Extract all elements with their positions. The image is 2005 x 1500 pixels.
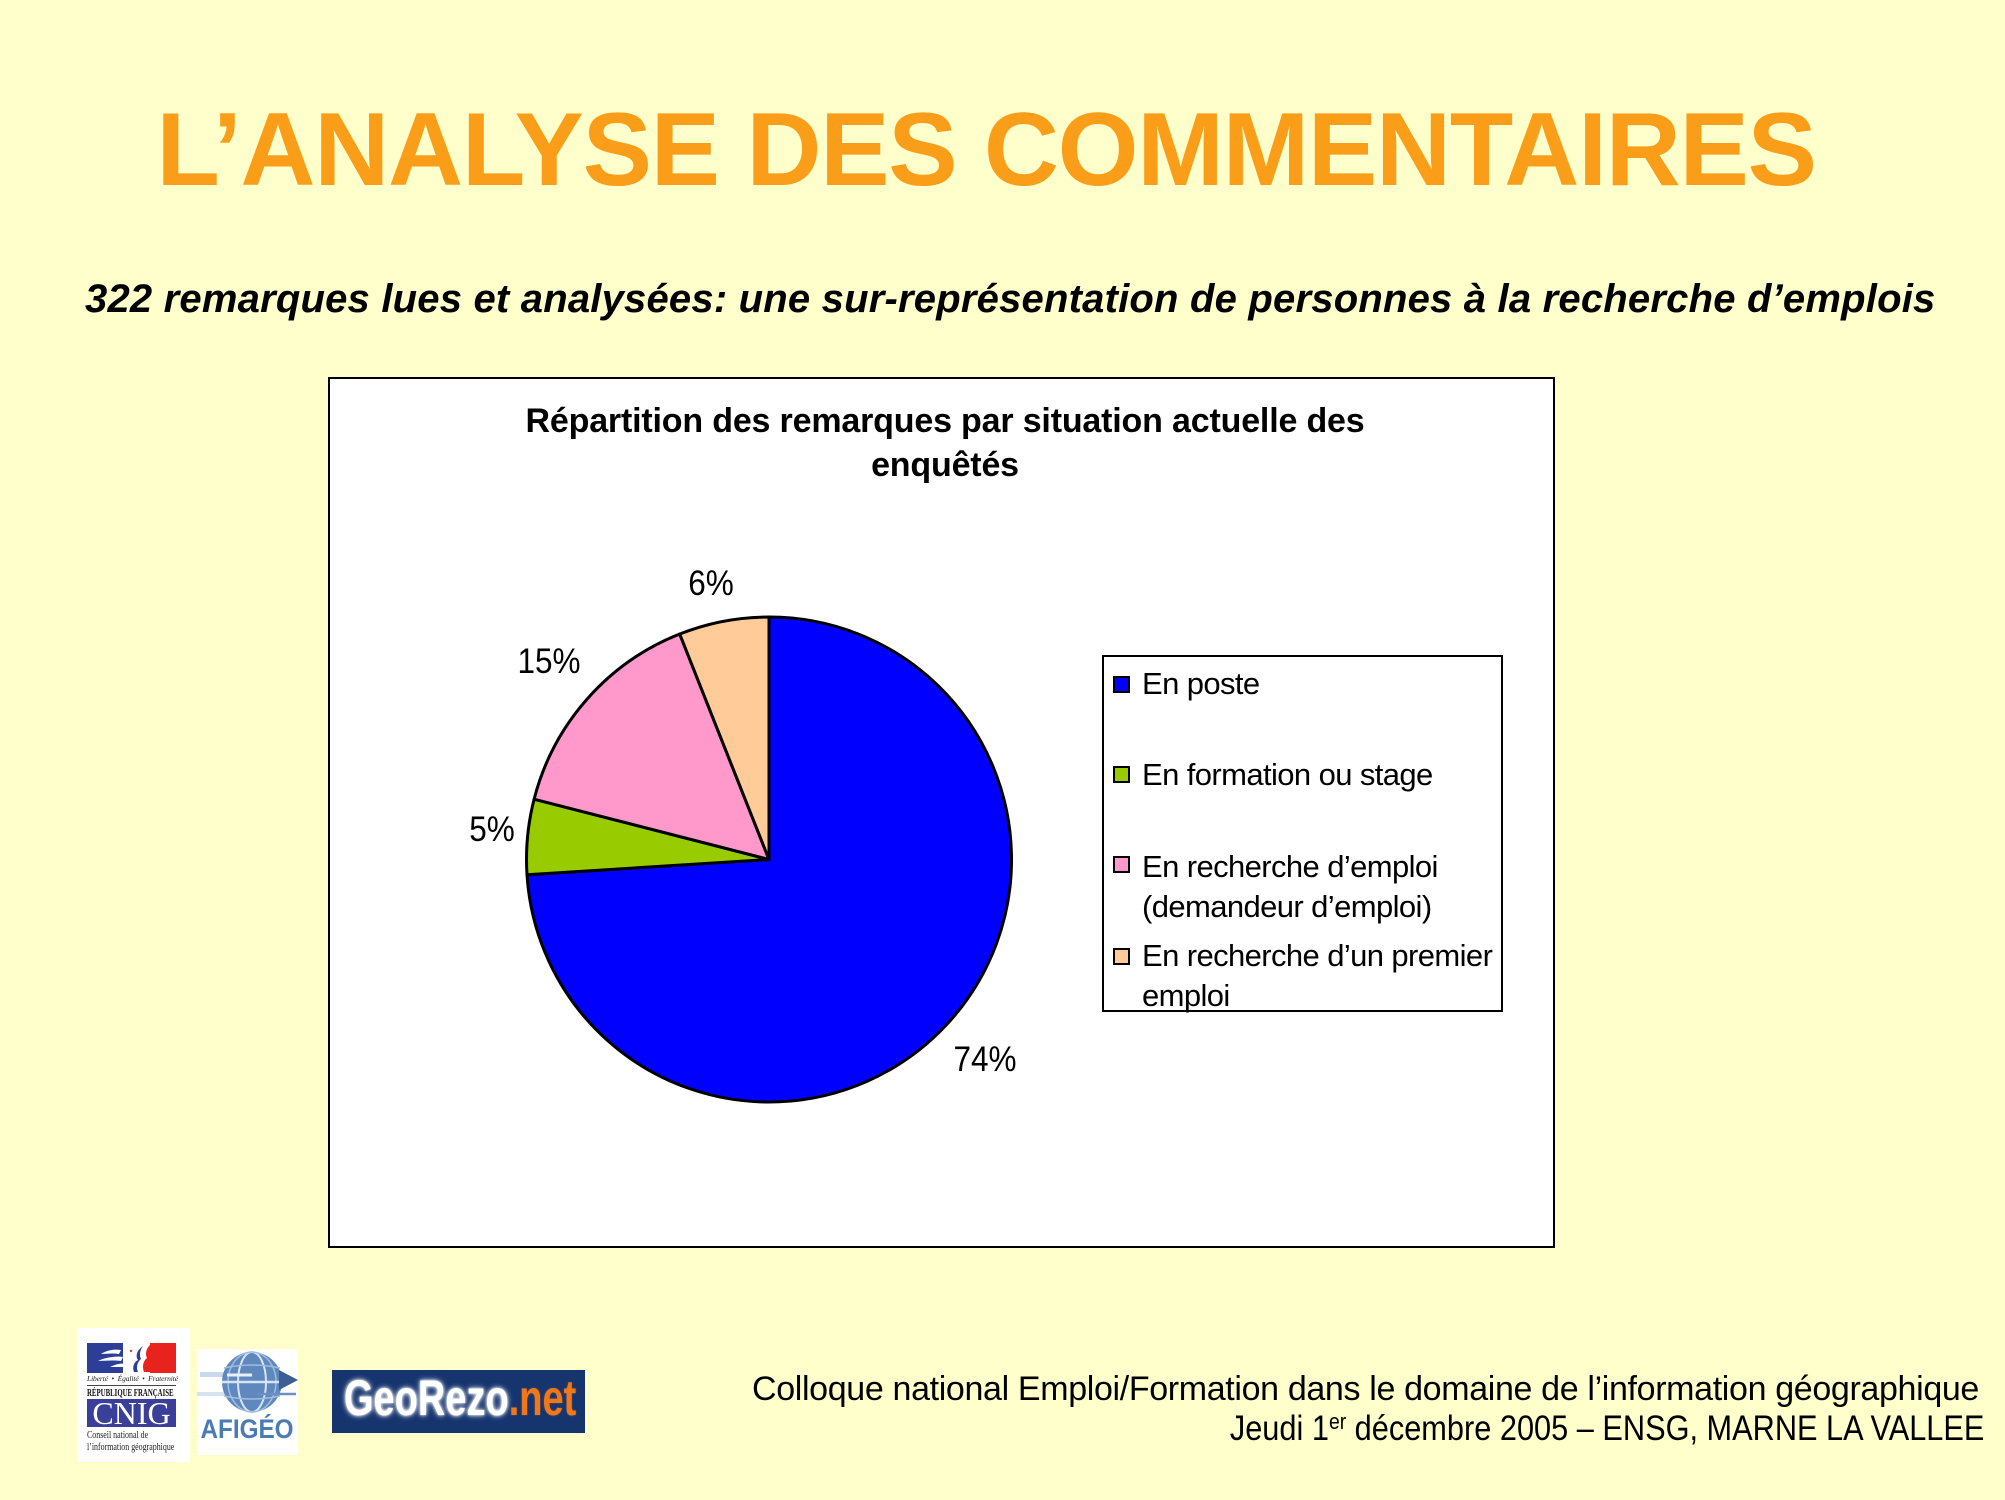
svg-text:AFIGÉO: AFIGÉO: [201, 1413, 294, 1444]
